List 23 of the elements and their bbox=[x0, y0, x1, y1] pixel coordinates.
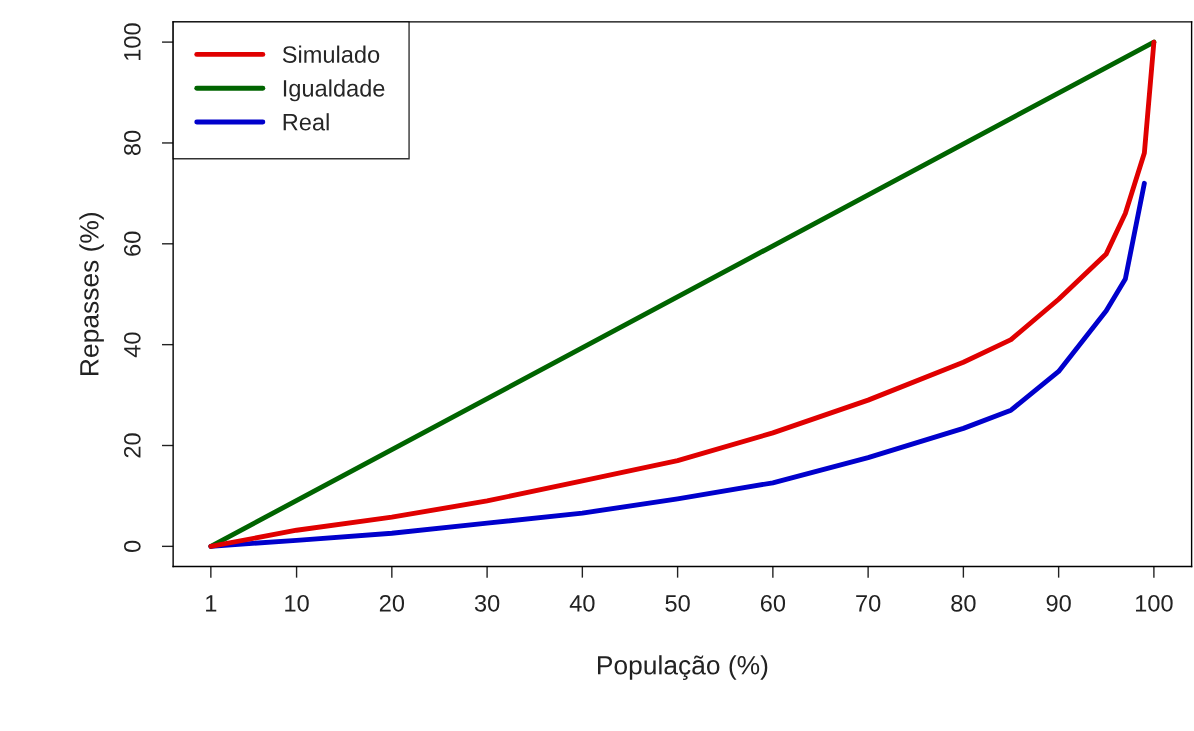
y-tick-label: 100 bbox=[123, 23, 141, 60]
y-tick-label: 0 bbox=[123, 540, 141, 552]
x-tick-label: 1 bbox=[206, 595, 217, 612]
legend-label: Igualdade bbox=[283, 79, 385, 102]
legend-label: Real bbox=[283, 113, 329, 131]
y-tick-label: 80 bbox=[123, 130, 141, 156]
x-tick-label: 60 bbox=[760, 594, 786, 612]
x-tick-label: 70 bbox=[856, 594, 881, 612]
x-tick-label: 40 bbox=[569, 594, 595, 612]
y-tick-label: 20 bbox=[123, 433, 141, 458]
x-tick-label: 30 bbox=[474, 594, 500, 612]
line-series bbox=[208, 39, 1157, 549]
x-tick-label: 80 bbox=[951, 594, 976, 612]
x-tick-label: 20 bbox=[379, 594, 405, 612]
x-tick-label: 10 bbox=[285, 594, 309, 612]
legend-label: Simulado bbox=[282, 45, 380, 63]
x-tick-label: 100 bbox=[1136, 594, 1173, 612]
x-tick-label: 50 bbox=[665, 594, 690, 612]
y-tick-label: 60 bbox=[123, 231, 141, 256]
x-tick-label: 90 bbox=[1046, 594, 1071, 612]
y-tick-label: 40 bbox=[123, 332, 141, 358]
x-axis-title: População (%) bbox=[598, 655, 768, 680]
y-axis-title: Repasses (%) bbox=[79, 213, 104, 375]
